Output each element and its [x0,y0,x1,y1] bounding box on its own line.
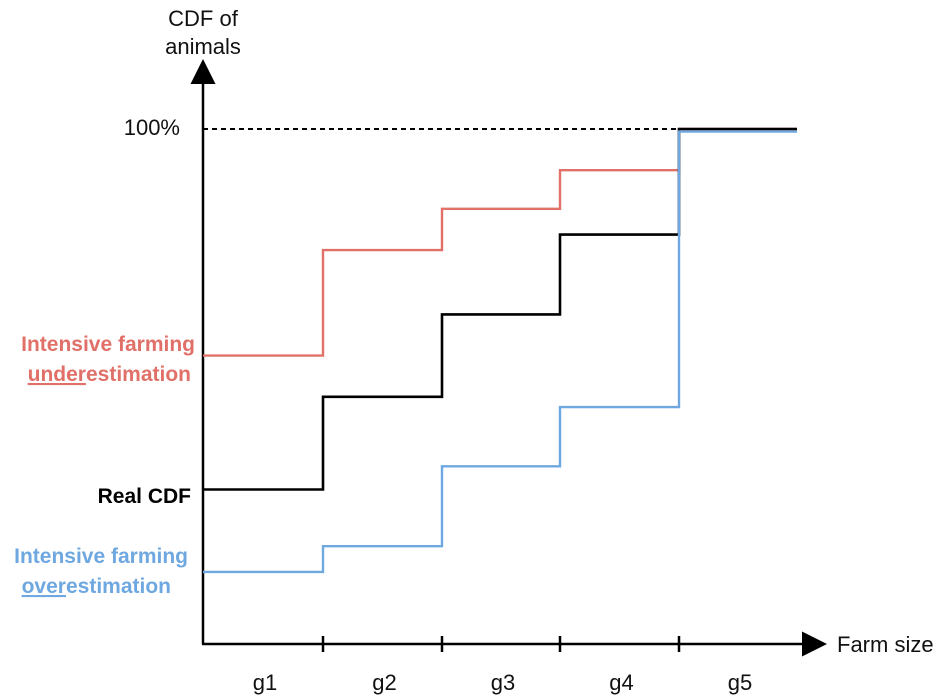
underestimation-label-line-2: underestimation [28,363,191,386]
series-line-overestimation [203,130,797,574]
series-lines [203,127,797,574]
y-axis-title-line-2: animals [165,34,241,59]
overestimation-label-underlined: over [22,575,66,598]
y-axis-title-line-1: CDF of [168,6,239,31]
x-tick-labels: g1 g2 g3 g4 g5 [253,670,752,695]
overestimation-label-rest: estimation [66,575,171,598]
x-tick-label-g4: g4 [609,670,633,695]
underestimation-label-line-1: Intensive farming [21,333,195,356]
x-tick-label-g2: g2 [372,670,396,695]
underestimation-label-rest: estimation [86,363,191,386]
overestimation-label-line-2: overestimation [22,575,171,598]
real-cdf-label: Real CDF [98,485,192,508]
x-tick-label-g1: g1 [253,670,277,695]
x-ticks [321,636,681,652]
series-label-underestimation: Intensive farming underestimation [21,333,195,386]
y-tick-label-100: 100% [124,115,180,140]
x-tick-label-g3: g3 [491,670,515,695]
x-tick-label-g5: g5 [728,670,752,695]
overestimation-label-line-1: Intensive farming [14,545,188,568]
underestimation-label-underlined: under [28,363,86,386]
series-line-real-cdf [203,127,797,491]
series-line-underestimation [203,127,797,357]
x-axis-title: Farm size [837,632,934,657]
series-label-overestimation: Intensive farming overestimation [14,545,188,598]
